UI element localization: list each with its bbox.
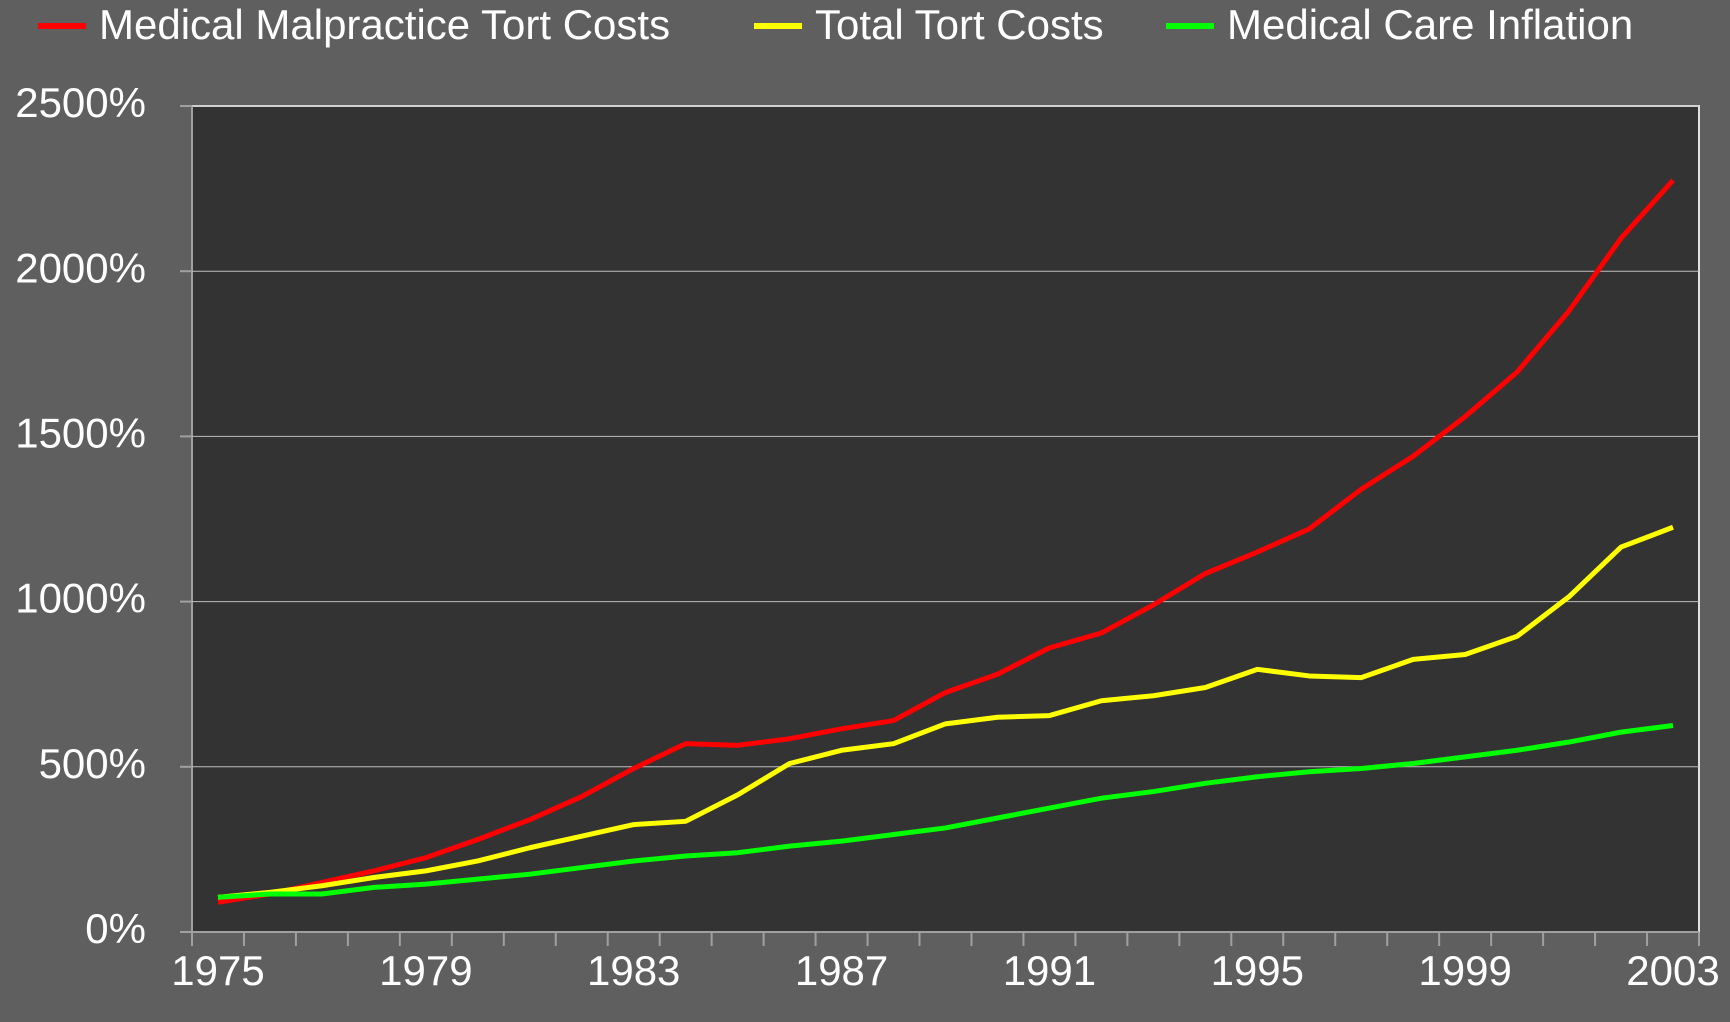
line-series [217,178,1675,905]
x-tick-label: 1999 [1418,947,1511,994]
x-tick-label: 1983 [587,947,680,994]
line-series [217,524,1674,900]
x-tick-label: 1987 [795,947,888,994]
legend-label: Medical Care Inflation [1227,1,1633,48]
y-tick-label: 500% [39,740,146,787]
line-series [217,723,1674,900]
y-tick-label: 1500% [15,409,146,456]
x-tick-label: 2003 [1626,947,1719,994]
y-tick-label: 1000% [15,575,146,622]
y-tick-label: 2000% [15,244,146,291]
x-tick-label: 1991 [1003,947,1096,994]
x-tick-label: 1979 [379,947,472,994]
plot-area [191,105,1700,933]
y-tick-label: 2500% [15,79,146,126]
y-tick-label: 0% [85,905,146,952]
x-tick-label: 1995 [1211,947,1304,994]
legend-label: Total Tort Costs [815,1,1104,48]
legend-label: Medical Malpractice Tort Costs [99,1,670,48]
x-tick-label: 1975 [171,947,264,994]
